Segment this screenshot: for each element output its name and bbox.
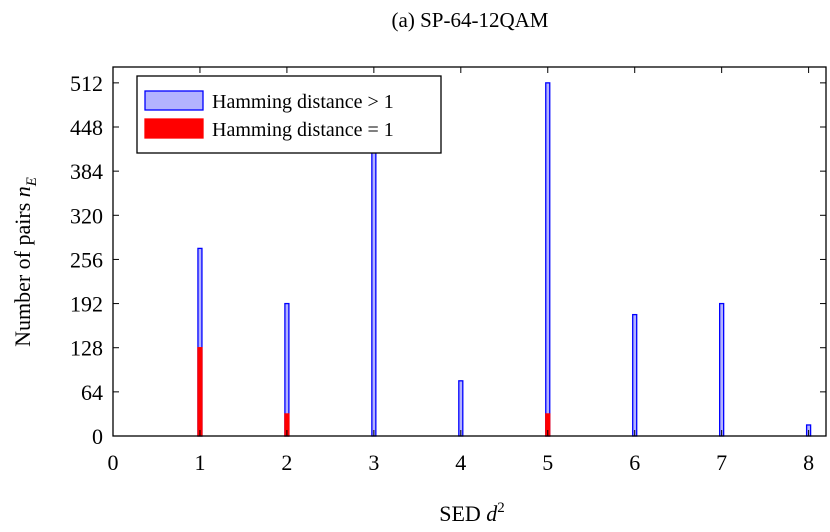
bar-hamming-gt1 — [632, 313, 638, 437]
x-tick-label: 8 — [803, 450, 814, 475]
y-tick-label: 512 — [70, 71, 103, 96]
y-tick-label: 0 — [92, 424, 103, 449]
x-tick-label: 3 — [368, 450, 379, 475]
legend-box — [136, 75, 442, 154]
x-tick-label: 7 — [716, 450, 727, 475]
y-tick-label: 320 — [70, 203, 103, 228]
x-tick-label: 6 — [629, 450, 640, 475]
chart-title: (a) SP-64-12QAM — [392, 8, 549, 32]
y-tick-label: 448 — [70, 115, 103, 140]
bar-hamming-gt1 — [545, 82, 551, 437]
bar-hamming-gt1 — [371, 145, 377, 437]
x-tick-label: 5 — [542, 450, 553, 475]
y-tick-label: 64 — [81, 380, 103, 405]
y-tick-label: 384 — [70, 159, 103, 184]
x-tick-label: 1 — [194, 450, 205, 475]
legend-swatch-hamming-eq1 — [144, 118, 204, 139]
y-tick-label: 128 — [70, 336, 103, 361]
legend: Hamming distance > 1 Hamming distance = … — [136, 75, 442, 154]
legend-swatch-hamming-gt1 — [144, 90, 204, 111]
bar-hamming-eq1 — [197, 347, 203, 437]
bar-hamming-gt1 — [719, 302, 725, 437]
plot-area — [112, 66, 827, 437]
x-tick-label: 2 — [281, 450, 292, 475]
x-tick-label: 0 — [108, 450, 119, 475]
y-tick-label: 256 — [70, 247, 103, 272]
legend-label-hamming-gt1: Hamming distance > 1 — [212, 91, 394, 113]
y-tick-label: 192 — [70, 292, 103, 317]
bar-hamming-gt1 — [458, 380, 464, 437]
y-axis-label: Number of pairs nE — [10, 177, 40, 347]
x-tick-label: 4 — [455, 450, 466, 475]
legend-label-hamming-eq1: Hamming distance = 1 — [212, 119, 394, 141]
x-axis-label: SED d2 — [439, 500, 505, 526]
